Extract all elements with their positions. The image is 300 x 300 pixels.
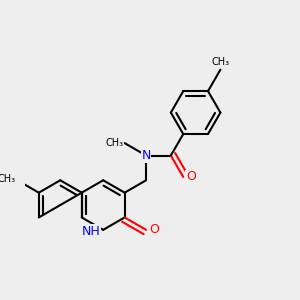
Text: CH₃: CH₃ [0, 174, 16, 184]
Text: O: O [186, 170, 196, 184]
Text: N: N [141, 149, 151, 162]
Text: O: O [149, 223, 159, 236]
Text: CH₃: CH₃ [105, 138, 123, 148]
Text: NH: NH [82, 225, 100, 238]
Text: CH₃: CH₃ [211, 57, 230, 67]
